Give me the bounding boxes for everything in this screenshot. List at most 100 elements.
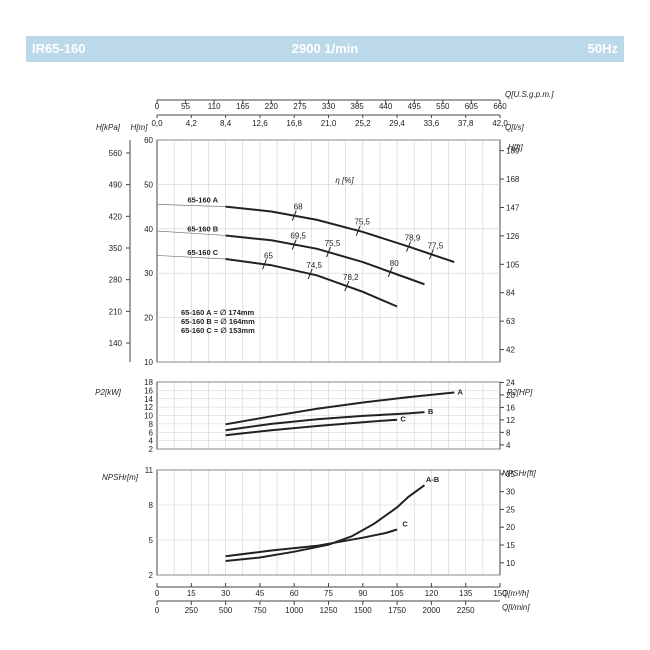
m3h-tick-label: 75 bbox=[324, 589, 333, 598]
head-m-tick-label: 20 bbox=[144, 314, 153, 323]
lmin-tick-label: 1250 bbox=[320, 606, 338, 615]
efficiency-value-label: 78,2 bbox=[343, 273, 359, 282]
power-hp-axis-title: P2[HP] bbox=[507, 388, 533, 397]
lmin-axis-title: Q[l/min] bbox=[502, 603, 530, 612]
efficiency-label: η [%] bbox=[335, 176, 354, 185]
gpm-tick-label: 495 bbox=[408, 102, 422, 111]
efficiency-value-label: 75,5 bbox=[325, 239, 341, 248]
gpm-tick-label: 0 bbox=[155, 102, 160, 111]
head-curve-label: 65-160 A bbox=[187, 196, 218, 205]
gpm-tick-label: 165 bbox=[236, 102, 250, 111]
power-curve-a bbox=[225, 391, 455, 426]
pump-frequency: 50Hz bbox=[587, 41, 618, 56]
head-curve-label: 65-160 B bbox=[187, 224, 218, 233]
gpm-axis-title: Q[U.S.g.p.m.] bbox=[505, 90, 554, 99]
power-kw-tick-label: 4 bbox=[149, 437, 154, 446]
head-ft-axis-title: H[ft] bbox=[508, 143, 523, 152]
m3h-tick-label: 30 bbox=[221, 589, 230, 598]
efficiency-marker bbox=[291, 210, 297, 221]
gpm-tick-label: 385 bbox=[350, 102, 364, 111]
m3h-tick-label: 150 bbox=[493, 589, 507, 598]
power-hp-tick-label: 16 bbox=[506, 403, 515, 412]
power-kw-tick-label: 18 bbox=[144, 378, 153, 387]
head-ft-tick-label: 147 bbox=[506, 203, 520, 212]
m3h-tick-label: 90 bbox=[358, 589, 367, 598]
npsh-curve-label: C bbox=[402, 520, 408, 529]
power-kw-tick-label: 8 bbox=[149, 420, 154, 429]
m3h-tick-label: 45 bbox=[255, 589, 264, 598]
head-kpa-tick-label: 210 bbox=[109, 307, 123, 316]
efficiency-value-label: 78,9 bbox=[405, 234, 421, 243]
head-kpa-tick-label: 280 bbox=[109, 276, 123, 285]
head-curve-label: 65-160 C bbox=[187, 248, 218, 257]
lmin-tick-label: 2250 bbox=[457, 606, 475, 615]
gpm-tick-label: 55 bbox=[181, 102, 190, 111]
npsh-ft-tick-label: 10 bbox=[506, 559, 515, 568]
power-kw-tick-label: 16 bbox=[144, 386, 153, 395]
ls-tick-label: 37,8 bbox=[458, 119, 474, 128]
npsh-curve-c bbox=[225, 528, 398, 558]
npsh-ft-tick-label: 20 bbox=[506, 523, 515, 532]
ls-tick-label: 16,8 bbox=[286, 119, 302, 128]
efficiency-value-label: 75,5 bbox=[354, 218, 370, 227]
head-m-tick-label: 60 bbox=[144, 136, 153, 145]
gpm-tick-label: 220 bbox=[265, 102, 279, 111]
efficiency-marker bbox=[355, 225, 361, 236]
gpm-tick-label: 275 bbox=[293, 102, 307, 111]
gpm-tick-label: 550 bbox=[436, 102, 450, 111]
impeller-diameter-note: 65-160 C = ∅ 153mm bbox=[181, 326, 255, 335]
power-hp-tick-label: 4 bbox=[506, 441, 511, 450]
power-kw-tick-label: 12 bbox=[144, 403, 153, 412]
head-m-axis-title: H[m] bbox=[131, 123, 149, 132]
power-kw-tick-label: 14 bbox=[144, 395, 153, 404]
head-kpa-tick-label: 490 bbox=[109, 181, 123, 190]
lmin-tick-label: 1000 bbox=[285, 606, 303, 615]
head-kpa-tick-label: 350 bbox=[109, 244, 123, 253]
efficiency-value-label: 74,5 bbox=[306, 261, 322, 270]
head-ft-tick-label: 84 bbox=[506, 289, 515, 298]
power-curve-b bbox=[225, 411, 425, 432]
header-banner: IR65-160 2900 1/min 50Hz bbox=[26, 36, 624, 62]
power-curve-label: A bbox=[458, 387, 464, 396]
efficiency-value-label: 69,5 bbox=[290, 232, 306, 241]
efficiency-marker bbox=[428, 249, 434, 260]
ls-tick-label: 42,0 bbox=[492, 119, 508, 128]
ls-tick-label: 25,2 bbox=[355, 119, 371, 128]
head-kpa-tick-label: 420 bbox=[109, 212, 123, 221]
npsh-m-tick-label: 5 bbox=[149, 536, 154, 545]
head-curve-65-160-b bbox=[225, 234, 425, 286]
ls-axis-title: Q[l/s] bbox=[505, 123, 524, 132]
efficiency-marker bbox=[307, 268, 313, 280]
pump-model-title: IR65-160 bbox=[32, 41, 86, 56]
gpm-tick-label: 110 bbox=[208, 102, 221, 111]
ls-tick-label: 0,0 bbox=[151, 119, 163, 128]
m3h-tick-label: 135 bbox=[459, 589, 473, 598]
power-hp-tick-label: 20 bbox=[506, 391, 515, 400]
head-m-tick-label: 50 bbox=[144, 180, 153, 189]
efficiency-value-label: 68 bbox=[294, 203, 303, 212]
head-ft-tick-label: 42 bbox=[506, 346, 515, 355]
m3h-tick-label: 60 bbox=[290, 589, 299, 598]
head-m-tick-label: 40 bbox=[144, 225, 153, 234]
efficiency-value-label: 65 bbox=[264, 251, 273, 260]
head-kpa-tick-label: 140 bbox=[109, 339, 123, 348]
power-hp-tick-label: 8 bbox=[506, 428, 511, 437]
head-curve-extension bbox=[156, 204, 226, 207]
efficiency-marker bbox=[387, 266, 393, 278]
lmin-tick-label: 250 bbox=[185, 606, 199, 615]
npsh-m-axis-title: NPSHr[m] bbox=[102, 473, 139, 482]
gpm-tick-label: 660 bbox=[493, 102, 507, 111]
efficiency-value-label: 80 bbox=[390, 259, 399, 268]
npsh-ft-tick-label: 35 bbox=[506, 470, 515, 479]
lmin-tick-label: 750 bbox=[253, 606, 267, 615]
npsh-curve-a-b bbox=[225, 484, 426, 562]
gpm-tick-label: 440 bbox=[379, 102, 393, 111]
head-ft-tick-label: 126 bbox=[506, 232, 520, 241]
head-kpa-axis-title: H[kPa] bbox=[96, 123, 121, 132]
npsh-m-tick-label: 11 bbox=[145, 466, 154, 475]
m3h-tick-label: 15 bbox=[187, 589, 196, 598]
head-ft-tick-label: 105 bbox=[506, 260, 520, 269]
impeller-diameter-note: 65-160 B = ∅ 164mm bbox=[181, 317, 255, 326]
head-m-tick-label: 10 bbox=[144, 358, 153, 367]
